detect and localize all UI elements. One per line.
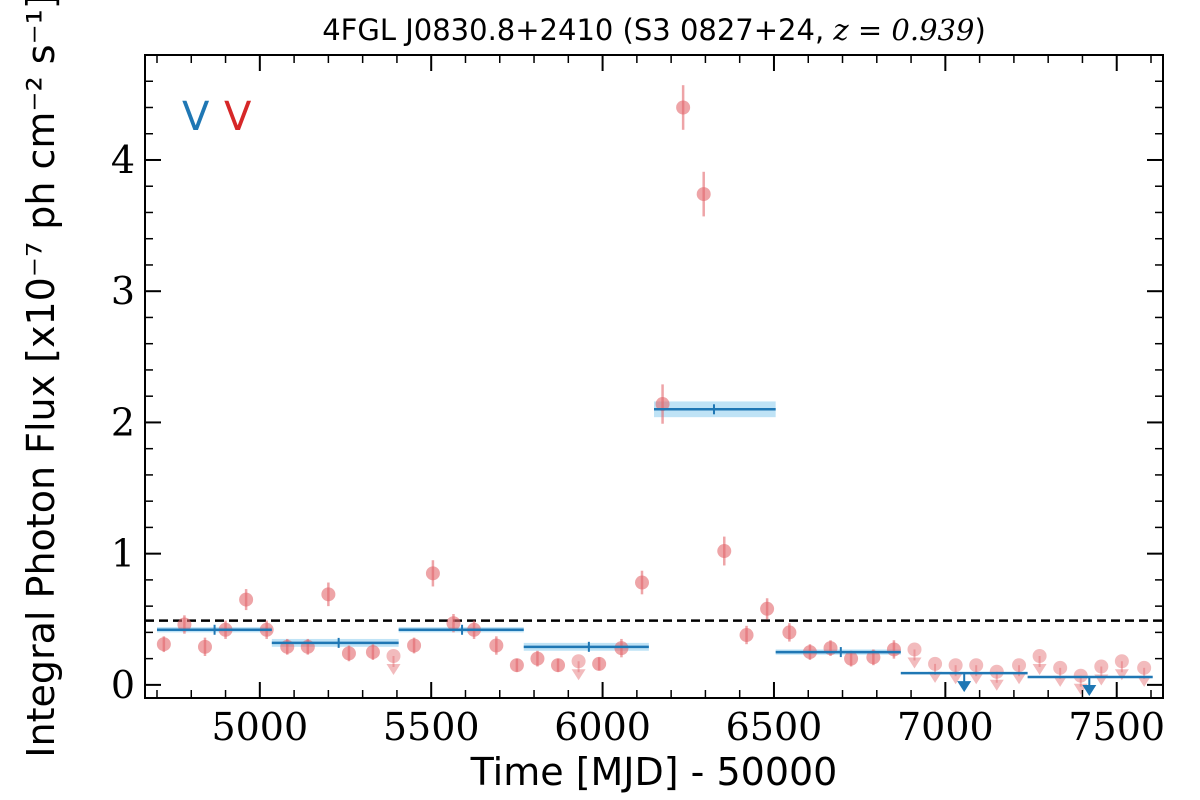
x-tick-label: 7500 — [1068, 705, 1165, 749]
bin-points — [156, 404, 1153, 697]
upper-limit-point — [948, 658, 963, 673]
upper-limit-point — [969, 658, 984, 673]
data-point — [760, 601, 775, 616]
data-point — [592, 656, 607, 671]
upper-limit-point — [989, 664, 1004, 679]
upper-limit-arrow — [386, 664, 401, 676]
y-tick-label: 0 — [111, 663, 135, 707]
y-tick-label: 3 — [111, 269, 135, 313]
x-tick-label: 5500 — [383, 705, 480, 749]
upper-limit-point — [386, 649, 401, 664]
data-point — [782, 625, 797, 640]
data-point — [866, 650, 881, 665]
data-point — [551, 658, 566, 673]
upper-limit-arrow — [1053, 675, 1068, 687]
x-tick-labels: 5000 5500 6000 6500 7000 7500 — [211, 705, 1165, 749]
bin-upper-limit-arrow — [1082, 685, 1097, 697]
upper-limit-point — [1012, 658, 1027, 673]
upper-limit-point — [1032, 649, 1047, 664]
upper-limit-arrow — [1012, 673, 1027, 685]
x-axis-label: Time [MJD] - 50000 — [470, 750, 838, 794]
data-point — [844, 651, 859, 666]
upper-limit-point — [1114, 654, 1129, 669]
bin-upper-limit-arrow — [957, 681, 972, 693]
y-tick-label: 1 — [111, 532, 135, 576]
bin-bands — [156, 401, 901, 655]
x-tick-label: 7000 — [897, 705, 994, 749]
y-tick-label: 2 — [111, 400, 135, 444]
chart-title: 4FGL J0830.8+2410 (S3 0827+24, z = 0.939… — [322, 13, 986, 47]
upper-limit-arrow — [1114, 669, 1129, 681]
data-point — [614, 641, 629, 656]
data-point — [655, 397, 670, 412]
data-point — [365, 645, 380, 660]
data-point — [321, 587, 336, 602]
plot-frame — [144, 54, 1164, 699]
upper-limit-arrow — [571, 669, 586, 681]
upper-limit-arrow — [989, 679, 1004, 691]
upper-limit-arrow — [948, 673, 963, 685]
legend-marker: V — [182, 94, 210, 140]
data-point — [696, 187, 711, 202]
upper-limit-point — [1073, 668, 1088, 683]
x-tick-label: 6500 — [726, 705, 823, 749]
data-point — [341, 646, 356, 661]
data-point — [676, 100, 691, 115]
y-axis-label: Integral Photon Flux [x10⁻⁷ ph cm⁻² s⁻¹] — [19, 0, 63, 758]
data-point — [739, 628, 754, 643]
data-point — [425, 566, 440, 581]
data-point — [717, 544, 732, 559]
legend-marker: V — [224, 94, 252, 140]
data-point — [239, 592, 254, 607]
y-tick-label: 4 — [111, 138, 135, 182]
data-point — [530, 651, 545, 666]
upper-limit-arrow — [1137, 675, 1152, 687]
data-point — [886, 642, 901, 657]
upper-limit-arrow — [907, 657, 922, 669]
x-tick-label: 6000 — [554, 705, 651, 749]
data-point — [635, 575, 650, 590]
upper-limit-point — [1053, 660, 1068, 675]
data-point — [489, 638, 504, 653]
upper-limit-point — [571, 654, 586, 669]
upper-limit-point — [1137, 660, 1152, 675]
data-point — [509, 658, 524, 673]
upper-limit-arrow — [969, 673, 984, 685]
data-point — [407, 638, 422, 653]
upper-limit-point — [1094, 659, 1109, 674]
data-point — [446, 616, 461, 631]
upper-limit-arrow — [1032, 664, 1047, 676]
data-point — [156, 637, 171, 652]
x-tick-label: 5000 — [211, 705, 308, 749]
upper-limit-point — [907, 642, 922, 657]
y-tick-labels: 0 1 2 3 4 — [111, 138, 135, 707]
data-point — [197, 639, 212, 654]
single-points — [156, 85, 1152, 695]
upper-limit-point — [928, 656, 943, 671]
axis-ticks — [145, 54, 1163, 698]
data-point — [177, 617, 192, 632]
upper-limit-arrow — [928, 671, 943, 683]
